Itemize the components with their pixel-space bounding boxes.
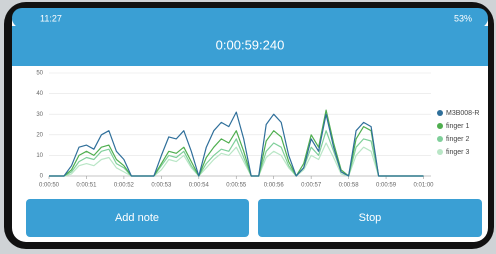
x-tick-label: 0:00:50 xyxy=(39,183,60,189)
x-tick-label: 0:01:00 xyxy=(413,183,434,189)
x-tick-label: 0:00:56 xyxy=(264,183,285,189)
timer: 0:00:59:240 xyxy=(216,37,285,52)
status-bar xyxy=(12,8,488,28)
x-tick-label: 0:00:52 xyxy=(114,183,135,189)
x-tick-label: 0:00:58 xyxy=(339,183,360,189)
legend-label: finger 2 xyxy=(446,136,469,143)
status-time: 11:27 xyxy=(40,13,62,23)
x-tick-label: 0:00:59 xyxy=(376,183,397,189)
y-tick-label: 10 xyxy=(36,153,43,159)
legend-label: finger 1 xyxy=(446,123,469,130)
y-tick-label: 20 xyxy=(36,132,43,138)
legend-marker xyxy=(437,110,443,116)
status-battery: 53% xyxy=(454,13,472,23)
legend-marker xyxy=(437,136,443,142)
phone: 11:27 53% 0:00:59:240 Add note Stop 0102… xyxy=(0,0,496,249)
x-tick-label: 0:00:55 xyxy=(226,183,247,189)
y-tick-label: 50 xyxy=(36,71,43,77)
page: 11:27 53% 0:00:59:240 Add note Stop 0102… xyxy=(0,0,496,249)
x-tick-label: 0:00:54 xyxy=(189,183,210,189)
legend-label: finger 3 xyxy=(446,149,469,156)
x-tick-label: 0:00:51 xyxy=(76,183,97,189)
y-tick-label: 40 xyxy=(36,91,43,97)
legend-marker xyxy=(437,149,443,155)
x-tick-label: 0:00:53 xyxy=(151,183,172,189)
x-tick-label: 0:00:57 xyxy=(301,183,322,189)
y-tick-label: 30 xyxy=(36,112,43,118)
button-label[interactable]: Stop xyxy=(359,212,382,224)
legend-label: M3B008-R xyxy=(446,110,479,117)
button-label[interactable]: Add note xyxy=(115,212,159,224)
legend-marker xyxy=(437,123,443,129)
